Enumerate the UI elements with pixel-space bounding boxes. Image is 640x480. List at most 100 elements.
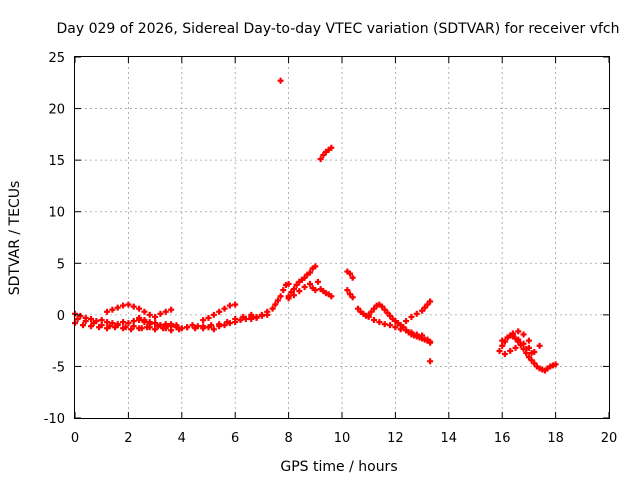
x-tick-label: 14 bbox=[441, 431, 458, 446]
data-point bbox=[515, 336, 522, 343]
data-point bbox=[173, 324, 180, 331]
data-point bbox=[162, 323, 169, 330]
data-point bbox=[157, 322, 164, 329]
x-tick-labels: 0 2 4 6 8 10 12 14 16 18 20 bbox=[71, 431, 617, 446]
data-point bbox=[290, 292, 297, 299]
data-point bbox=[371, 317, 378, 324]
x-tick-label: 10 bbox=[334, 431, 351, 446]
data-point bbox=[512, 344, 519, 351]
data-point bbox=[397, 326, 404, 333]
data-point bbox=[515, 328, 522, 335]
data-point bbox=[285, 280, 292, 287]
data-point bbox=[74, 315, 81, 322]
data-point bbox=[277, 77, 284, 84]
y-tick-label: 20 bbox=[48, 103, 65, 118]
data-point bbox=[427, 358, 434, 365]
data-point bbox=[125, 320, 132, 327]
data-point bbox=[290, 286, 297, 293]
data-point bbox=[349, 294, 356, 301]
data-point bbox=[347, 270, 354, 277]
data-point bbox=[499, 337, 506, 344]
data-point bbox=[312, 287, 319, 294]
data-point bbox=[152, 313, 159, 320]
data-point bbox=[274, 297, 281, 304]
data-point bbox=[314, 278, 321, 285]
data-point bbox=[157, 310, 164, 317]
data-point bbox=[536, 342, 543, 349]
data-point bbox=[98, 322, 105, 329]
axis-ticks bbox=[74, 56, 610, 419]
data-point bbox=[264, 308, 271, 315]
data-point bbox=[114, 304, 121, 311]
y-axis-title: SDTVAR / TECUs bbox=[7, 181, 23, 296]
data-point bbox=[312, 263, 319, 270]
data-point bbox=[232, 301, 239, 308]
grid-lines bbox=[75, 57, 609, 418]
data-point bbox=[258, 311, 265, 318]
data-point bbox=[552, 361, 559, 368]
data-point bbox=[403, 327, 410, 334]
data-point bbox=[136, 305, 143, 312]
data-point bbox=[269, 305, 276, 312]
data-point bbox=[141, 308, 148, 315]
data-point bbox=[109, 306, 116, 313]
data-point bbox=[232, 315, 239, 322]
data-point bbox=[200, 317, 207, 324]
data-point bbox=[240, 313, 247, 320]
data-point bbox=[392, 324, 399, 331]
data-point bbox=[130, 323, 137, 330]
data-point bbox=[328, 293, 335, 300]
data-point bbox=[272, 301, 279, 308]
data-point bbox=[328, 144, 335, 151]
x-tick-label: 4 bbox=[178, 431, 186, 446]
data-point bbox=[253, 313, 260, 320]
data-point bbox=[349, 274, 356, 281]
data-point bbox=[168, 321, 175, 328]
data-point bbox=[517, 341, 524, 348]
y-tick-label: 25 bbox=[48, 51, 65, 66]
data-point bbox=[82, 318, 89, 325]
data-point bbox=[427, 339, 434, 346]
data-point bbox=[528, 350, 535, 357]
data-point bbox=[106, 323, 113, 330]
data-point bbox=[403, 318, 410, 325]
data-point bbox=[152, 320, 159, 327]
y-tick-label: 15 bbox=[48, 154, 65, 169]
chart-title: Day 029 of 2026, Sidereal Day-to-day VTE… bbox=[56, 21, 619, 37]
data-point bbox=[226, 302, 233, 309]
data-point bbox=[306, 280, 313, 287]
data-point bbox=[88, 315, 95, 322]
data-point bbox=[114, 322, 121, 329]
data-point bbox=[285, 295, 292, 302]
data-point bbox=[216, 308, 223, 315]
data-point bbox=[381, 321, 388, 328]
data-point bbox=[98, 317, 105, 324]
y-tick-label: -10 bbox=[44, 412, 65, 427]
data-point bbox=[306, 269, 313, 276]
data-point bbox=[496, 347, 503, 354]
data-point bbox=[216, 321, 223, 328]
data-point bbox=[504, 334, 511, 341]
y-tick-label: 10 bbox=[48, 206, 65, 221]
data-point bbox=[523, 345, 530, 352]
x-axis-title: GPS time / hours bbox=[280, 459, 397, 475]
data-point bbox=[146, 324, 153, 331]
data-point bbox=[499, 342, 506, 349]
data-point bbox=[509, 330, 516, 337]
data-point bbox=[205, 314, 212, 321]
data-point bbox=[120, 319, 127, 326]
data-point bbox=[136, 314, 143, 321]
data-point bbox=[104, 308, 111, 315]
data-point bbox=[419, 332, 426, 339]
data-point bbox=[210, 311, 217, 318]
data-point bbox=[277, 293, 284, 300]
data-point bbox=[168, 327, 175, 334]
y-tick-label: 0 bbox=[57, 309, 65, 324]
data-point bbox=[138, 325, 145, 332]
data-point bbox=[413, 310, 420, 317]
data-point bbox=[208, 322, 215, 329]
data-point bbox=[408, 313, 415, 320]
x-tick-label: 8 bbox=[284, 431, 292, 446]
data-point bbox=[525, 337, 532, 344]
data-point bbox=[200, 323, 207, 330]
